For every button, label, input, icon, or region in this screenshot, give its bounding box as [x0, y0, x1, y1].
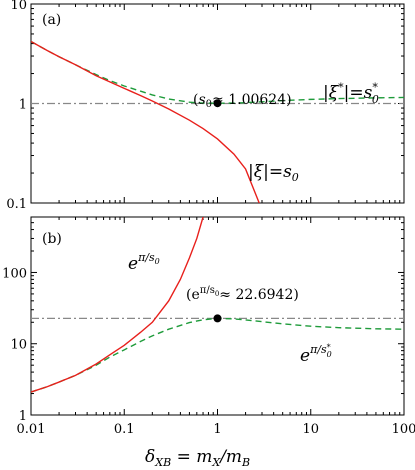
- panel-b-ticks: 0.01 0.1 1 10 100 1 10 100: [2, 216, 415, 437]
- y-tick-label: 1: [19, 409, 27, 424]
- panel-b-label: (b): [42, 231, 62, 247]
- panel-a-label: (a): [42, 12, 61, 28]
- x-tick-label: 100: [392, 422, 415, 437]
- panel-a-s0-annotation: (s0≈ 1.00624): [193, 92, 292, 110]
- y-tick-label: 100: [2, 266, 27, 281]
- panel-b-red-label: eπ/s0: [128, 251, 160, 274]
- panel-b-red-solid-series: [31, 217, 204, 393]
- y-tick-label: 10: [10, 338, 27, 353]
- panel-a-ticks: 0.1 1 10: [6, 0, 404, 212]
- x-tick-label: 0.1: [114, 422, 135, 437]
- x-tick-label: 1: [213, 422, 221, 437]
- panel-b: 0.01 0.1 1 10 100 1 10 100 (b) eπ/s0 (eπ/s0≈ 22…: [2, 216, 415, 437]
- panel-a-red-label: |ξ|=s0: [248, 162, 299, 184]
- y-tick-label: 1: [19, 98, 27, 113]
- y-tick-label: 10: [10, 0, 27, 13]
- panel-a-green-dashed-series: [31, 40, 404, 104]
- panel-a-green-label: |ξ*|=s* 0: [323, 81, 379, 106]
- x-tick-label: 0.01: [17, 422, 46, 437]
- panel-b-green-label: eπ/s* 0: [300, 343, 332, 366]
- x-tick-label: 10: [302, 422, 319, 437]
- panel-a: 0.1 1 10 (a) (s0≈ 1.00624) |ξ*|=s* 0 |ξ|=s0: [6, 0, 405, 212]
- panel-a-marker-point: [213, 99, 222, 108]
- panel-a-red-solid-series: [31, 40, 260, 203]
- x-axis-label: δXB = mX/mB: [145, 447, 250, 469]
- panel-b-marker-point: [213, 314, 222, 323]
- panel-b-green-dashed-series: [31, 317, 404, 393]
- panel-b-e-annotation: (eπ/s0≈ 22.6942): [186, 285, 299, 303]
- y-tick-label: 0.1: [6, 197, 27, 212]
